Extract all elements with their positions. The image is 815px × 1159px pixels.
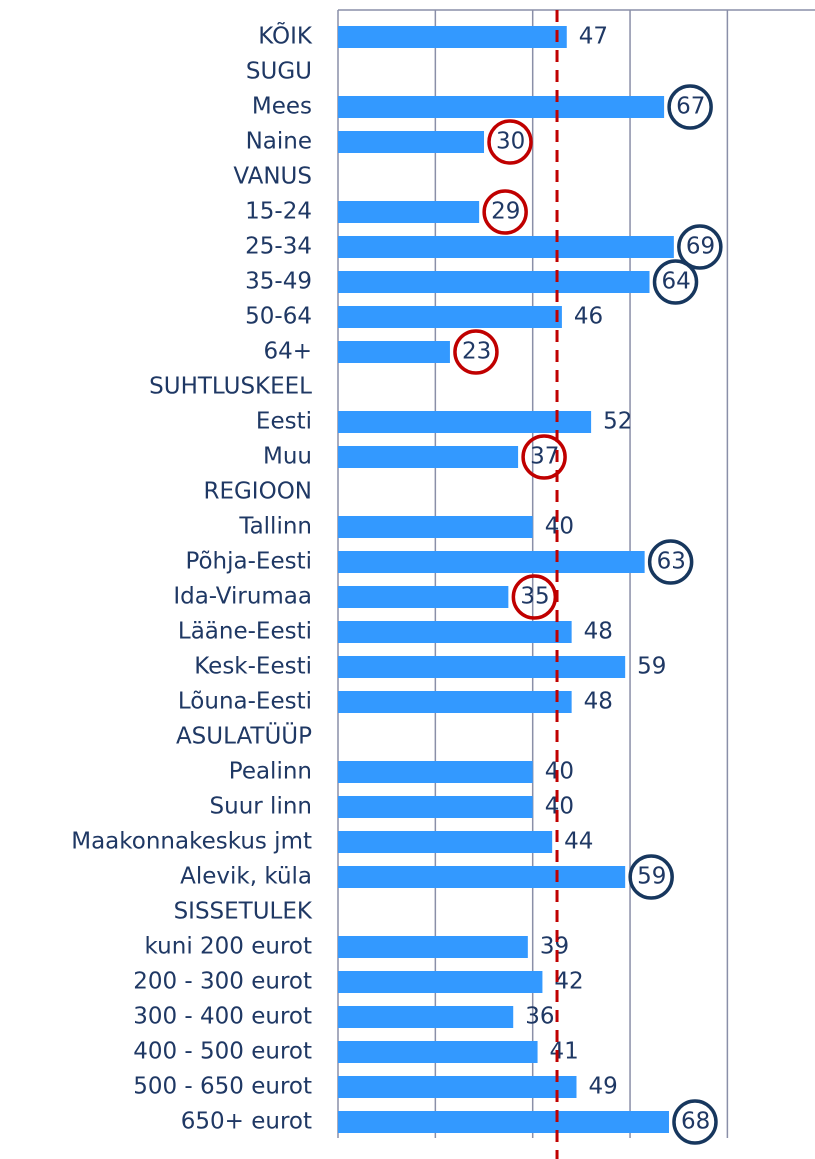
value-label: 40 [545, 514, 574, 540]
value-label: 48 [584, 689, 613, 715]
y-tick-label: Eesti [256, 409, 312, 435]
value-label: 64 [662, 269, 691, 295]
value-label: 59 [637, 864, 666, 890]
highlight-circle [487, 119, 533, 165]
y-tick-label: 50-64 [245, 304, 312, 330]
highlight-circle [677, 224, 723, 270]
y-tick-label: 64+ [263, 339, 312, 365]
y-tick-label: SUHTLUSKEEL [149, 374, 312, 400]
value-label: 47 [579, 24, 608, 50]
y-tick-label: 300 - 400 eurot [133, 1004, 312, 1030]
value-label: 37 [530, 444, 559, 470]
bar [338, 201, 480, 223]
value-label: 52 [603, 409, 632, 435]
highlight-circle [453, 329, 499, 375]
bar [338, 866, 626, 888]
value-label: 46 [574, 304, 603, 330]
value-label: 39 [540, 934, 569, 960]
y-tick-label: Ida-Virumaa [173, 584, 312, 610]
value-label: 41 [550, 1039, 579, 1065]
bar [338, 341, 450, 363]
value-label: 69 [686, 234, 715, 260]
bar [338, 586, 509, 608]
highlight-circle [628, 854, 674, 900]
value-label: 30 [496, 129, 525, 155]
bar [338, 1041, 538, 1063]
bar [338, 306, 562, 328]
bar [338, 621, 572, 643]
y-tick-label: Muu [263, 444, 312, 470]
bar [338, 691, 572, 713]
bar [338, 1006, 514, 1028]
bar [338, 1076, 577, 1098]
bar [338, 446, 519, 468]
bar [338, 236, 674, 258]
y-tick-label: Pealinn [229, 759, 312, 785]
bar [338, 936, 528, 958]
highlight-circle [511, 574, 558, 620]
y-tick-label: Alevik, küla [180, 864, 312, 890]
y-tick-label: VANUS [233, 164, 312, 190]
bar [338, 516, 533, 538]
value-label: 44 [564, 829, 593, 855]
y-tick-label: Naine [246, 129, 312, 155]
bar [338, 131, 485, 153]
y-tick-label: Tallinn [238, 514, 312, 540]
bar [338, 796, 533, 818]
highlight-circle [482, 189, 528, 235]
bar [338, 411, 592, 433]
y-tick-label: 15-24 [245, 199, 312, 225]
y-tick-label: Maakonnakeskus jmt [71, 829, 312, 855]
value-label: 42 [554, 969, 583, 995]
value-label: 35 [520, 584, 549, 610]
value-label: 63 [657, 549, 686, 575]
bar [338, 971, 543, 993]
y-tick-label: 200 - 300 eurot [133, 969, 312, 995]
bar [338, 26, 567, 48]
y-tick-label: Lääne-Eesti [178, 619, 312, 645]
y-tick-label: Mees [252, 94, 312, 120]
y-tick-label: REGIOON [203, 479, 312, 505]
value-label: 59 [637, 654, 666, 680]
bar [338, 96, 665, 118]
value-label: 40 [545, 759, 574, 785]
y-tick-label: KÕIK [258, 21, 313, 50]
y-tick-label: Suur linn [210, 794, 312, 820]
bar [338, 831, 553, 853]
y-tick-label: 400 - 500 eurot [133, 1039, 312, 1065]
y-tick-label: 650+ eurot [181, 1109, 312, 1135]
y-tick-label: kuni 200 eurot [145, 934, 312, 960]
highlight-circle [652, 259, 699, 305]
y-tick-label: ASULATÜÜP [176, 722, 312, 750]
value-label: 48 [584, 619, 613, 645]
highlight-circle [667, 84, 713, 130]
value-label: 36 [525, 1004, 554, 1030]
highlight-circle [521, 434, 567, 480]
y-tick-label: 25-34 [245, 234, 312, 260]
value-label: 68 [681, 1109, 710, 1135]
y-tick-label: Kesk-Eesti [194, 654, 312, 680]
value-label: 49 [589, 1074, 618, 1100]
value-label: 29 [491, 199, 520, 225]
value-label: 23 [462, 339, 491, 365]
bar [338, 761, 533, 783]
value-label: 67 [676, 94, 705, 120]
bar [338, 551, 645, 573]
y-tick-label: 500 - 650 eurot [133, 1074, 312, 1100]
bar [338, 1111, 669, 1133]
highlight-circle [647, 539, 694, 585]
y-tick-label: SISSETULEK [174, 899, 313, 925]
highlight-circle [672, 1099, 718, 1145]
bar [338, 271, 650, 293]
y-tick-label: SUGU [246, 59, 312, 85]
y-tick-label: Põhja-Eesti [185, 549, 312, 575]
y-tick-label: 35-49 [245, 269, 312, 295]
value-label: 40 [545, 794, 574, 820]
bar [338, 656, 626, 678]
y-tick-label: Lõuna-Eesti [178, 689, 312, 715]
